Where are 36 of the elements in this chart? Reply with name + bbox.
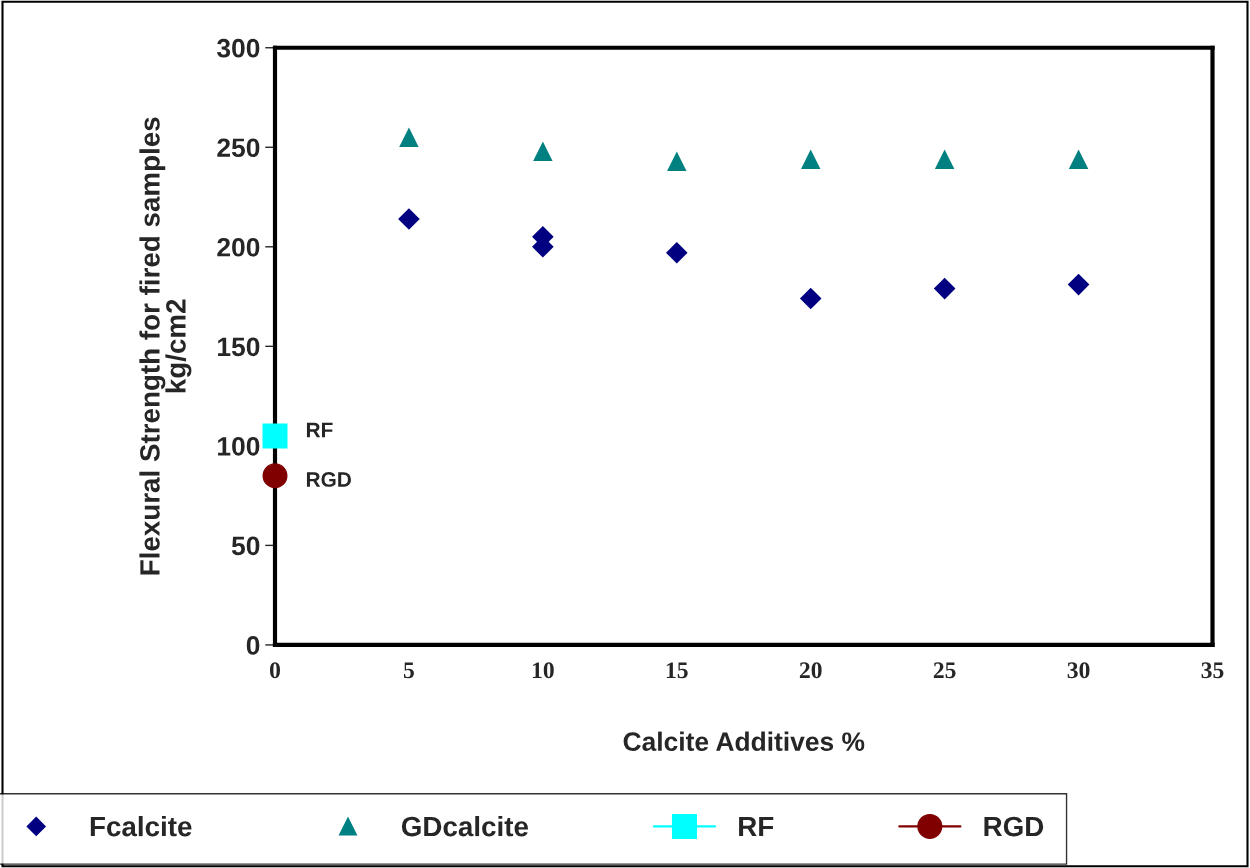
- point: [262, 423, 288, 449]
- point: [399, 127, 419, 148]
- point: [1068, 149, 1089, 169]
- point: [934, 149, 955, 169]
- x-tick-label: 20: [799, 662, 822, 679]
- point: [800, 149, 821, 169]
- y-tick-label: 0: [246, 636, 260, 655]
- y-tick-label: 250: [217, 138, 260, 158]
- point: [933, 277, 956, 300]
- legend-label: RF: [739, 817, 774, 837]
- point: [665, 241, 688, 264]
- point: [1067, 273, 1090, 296]
- y-tick-label: 100: [218, 437, 260, 456]
- point: [262, 463, 288, 489]
- x-tick-label: 10: [532, 662, 554, 679]
- legend-label: Fcalcite: [90, 815, 192, 837]
- point: [533, 141, 553, 161]
- x-tick-label: 0: [270, 662, 280, 679]
- x-tick-label: 15: [666, 662, 688, 679]
- point: [799, 287, 822, 310]
- y-tick-label: 150: [218, 337, 260, 357]
- x-tick-label: 30: [1067, 662, 1090, 679]
- point: [398, 208, 420, 230]
- x-tick-label: 5: [403, 662, 414, 679]
- legend-label: GDcalcite: [401, 815, 528, 837]
- y-axis-title: Flexural Strength for fired samples kg/cm2: [139, 117, 192, 575]
- annotation: RGD: [306, 472, 351, 487]
- x-axis-title: Calcite Additives %: [623, 731, 865, 751]
- point: [667, 151, 687, 171]
- y-tick-label: 200: [217, 237, 260, 257]
- y-tick-label: 300: [217, 38, 260, 58]
- y-tick-label: 50: [231, 536, 260, 556]
- x-tick-label: 35: [1201, 662, 1224, 679]
- annotation: RF: [306, 422, 333, 438]
- x-tick-label: 25: [933, 662, 956, 679]
- legend-label: RGD: [984, 816, 1044, 837]
